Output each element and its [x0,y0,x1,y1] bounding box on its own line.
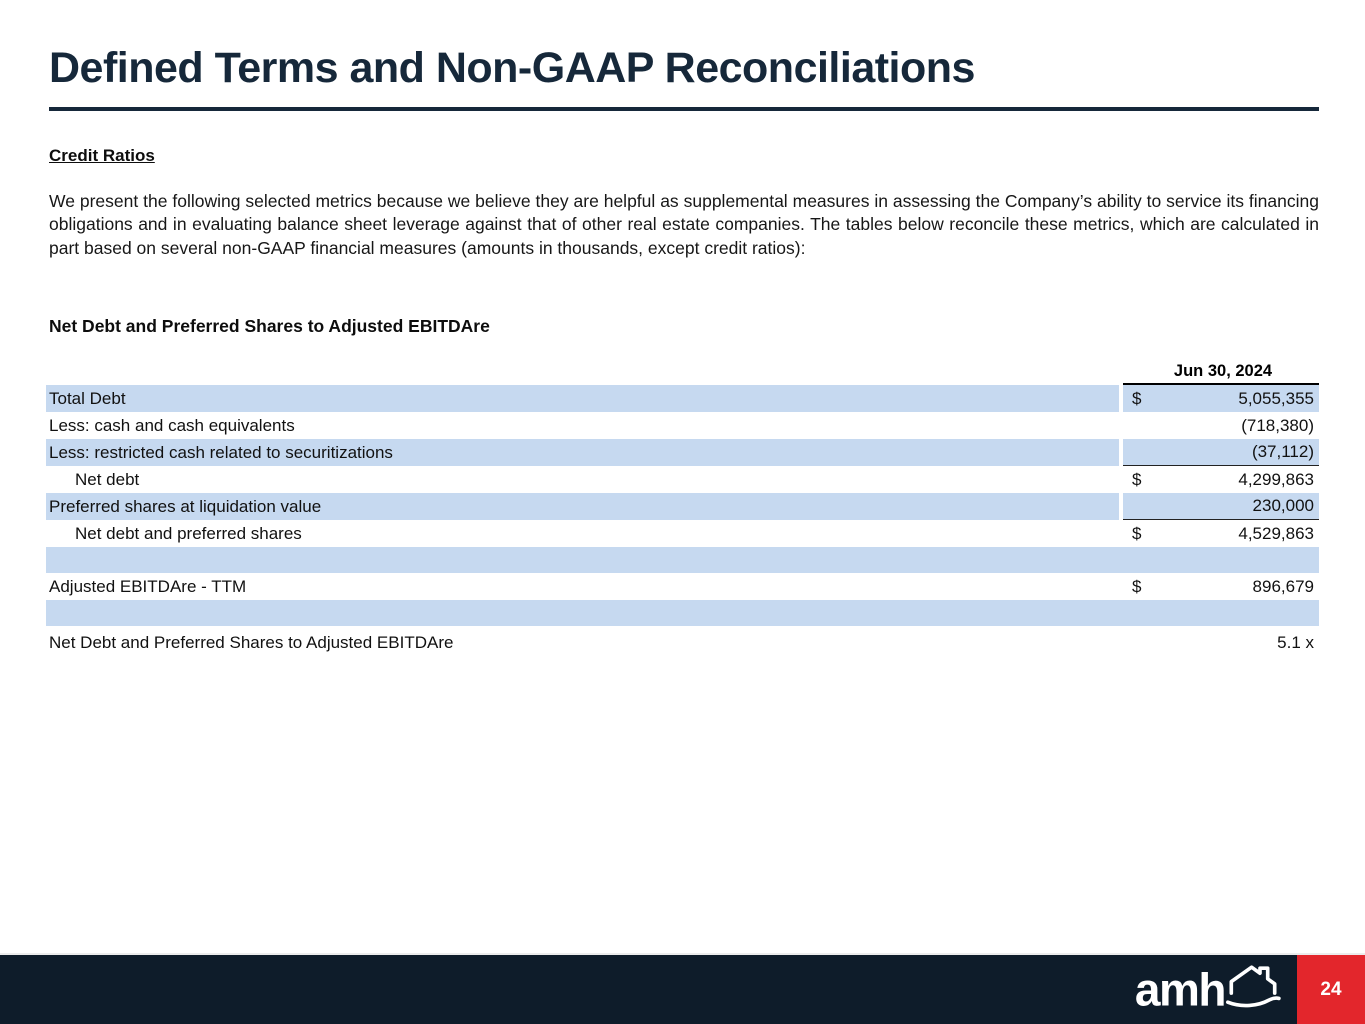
currency-symbol: $ [1132,523,1142,543]
row-label: Adjusted EBITDAre - TTM [49,576,247,596]
row-label: Net debt [75,469,140,489]
row-label: Preferred shares at liquidation value [46,493,1119,520]
row-value: 4,299,863 [1238,469,1314,489]
spacer-row [46,626,1319,629]
column-separator [1119,360,1123,385]
page-number: 24 [1320,978,1342,1000]
column-header-date: Jun 30, 2024 [1123,360,1319,385]
currency-symbol: $ [1132,576,1142,596]
row-value: 5,055,355 [1238,388,1314,408]
spacer-row [46,547,1319,573]
currency-symbol: $ [1132,388,1142,408]
row-value: 896,679 [1252,576,1314,596]
row-label: Net Debt and Preferred Shares to Adjuste… [49,632,454,652]
row-value: (37,112) [1251,442,1314,461]
row-value: 4,529,863 [1238,523,1314,543]
column-separator [1119,493,1123,520]
row-value: 5.1 x [1277,632,1314,652]
page-title: Defined Terms and Non-GAAP Reconciliatio… [49,44,975,92]
row-label: Total Debt [46,385,1119,412]
intro-paragraph: We present the following selected metric… [49,191,1319,258]
row-label: Net debt and preferred shares [75,523,302,543]
column-separator [1119,573,1123,600]
table-row-adjusted-ebitdare: Adjusted EBITDAre - TTM $896,679 [46,573,1319,600]
row-value: (718,380) [1241,415,1314,435]
table-header-row: Jun 30, 2024 [46,360,1319,385]
footer-bar: amh 24 [0,953,1365,1024]
table-row-preferred-shares: Preferred shares at liquidation value 23… [46,493,1319,520]
section-heading-credit-ratios: Credit Ratios [49,146,155,165]
column-separator [1119,385,1123,412]
amh-logo: amh [1135,963,1281,1016]
net-debt-table: Jun 30, 2024 Total Debt $5,055,355 Less:… [46,360,1319,656]
row-label: Less: cash and cash equivalents [49,415,295,435]
table-row-net-debt-and-preferred: Net debt and preferred shares $4,529,863 [46,520,1319,547]
column-separator [1119,629,1123,656]
header-label-spacer [46,360,1119,385]
column-separator [1119,520,1123,547]
table-row-less-restricted-cash: Less: restricted cash related to securit… [46,439,1319,466]
amh-logo-text: amh [1134,963,1227,1016]
table-row-total-debt: Total Debt $5,055,355 [46,385,1319,412]
spacer-row [46,600,1319,626]
table-row-less-cash: Less: cash and cash equivalents (718,380… [46,412,1319,439]
page-number-box: 24 [1297,955,1365,1024]
row-value: 230,000 [1252,496,1314,515]
column-separator [1119,466,1123,493]
column-separator [1119,439,1123,466]
table-title: Net Debt and Preferred Shares to Adjuste… [49,316,490,336]
table-row-ratio: Net Debt and Preferred Shares to Adjuste… [46,629,1319,656]
house-icon [1225,963,1281,1016]
row-label: Less: restricted cash related to securit… [46,439,1119,466]
currency-symbol: $ [1132,469,1142,489]
table-row-net-debt: Net debt $4,299,863 [46,466,1319,493]
column-separator [1119,412,1123,439]
title-divider [49,107,1319,111]
